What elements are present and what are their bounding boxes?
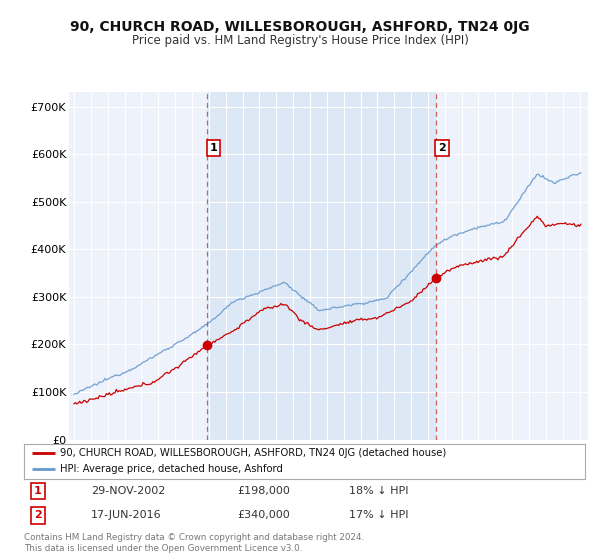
Text: HPI: Average price, detached house, Ashford: HPI: Average price, detached house, Ashf… [61, 464, 283, 474]
Text: 2: 2 [34, 510, 42, 520]
Text: 17-JUN-2016: 17-JUN-2016 [91, 510, 162, 520]
Text: 2: 2 [438, 143, 446, 153]
Text: £198,000: £198,000 [237, 486, 290, 496]
Text: Contains HM Land Registry data © Crown copyright and database right 2024.
This d: Contains HM Land Registry data © Crown c… [24, 533, 364, 553]
Text: 1: 1 [210, 143, 218, 153]
Text: 17% ↓ HPI: 17% ↓ HPI [349, 510, 409, 520]
Text: Price paid vs. HM Land Registry's House Price Index (HPI): Price paid vs. HM Land Registry's House … [131, 34, 469, 46]
Text: 90, CHURCH ROAD, WILLESBOROUGH, ASHFORD, TN24 0JG: 90, CHURCH ROAD, WILLESBOROUGH, ASHFORD,… [70, 20, 530, 34]
Text: 18% ↓ HPI: 18% ↓ HPI [349, 486, 409, 496]
Text: 90, CHURCH ROAD, WILLESBOROUGH, ASHFORD, TN24 0JG (detached house): 90, CHURCH ROAD, WILLESBOROUGH, ASHFORD,… [61, 449, 447, 459]
Text: 1: 1 [34, 486, 42, 496]
Bar [208, 92, 436, 440]
Text: £340,000: £340,000 [237, 510, 290, 520]
Text: 29-NOV-2002: 29-NOV-2002 [91, 486, 166, 496]
